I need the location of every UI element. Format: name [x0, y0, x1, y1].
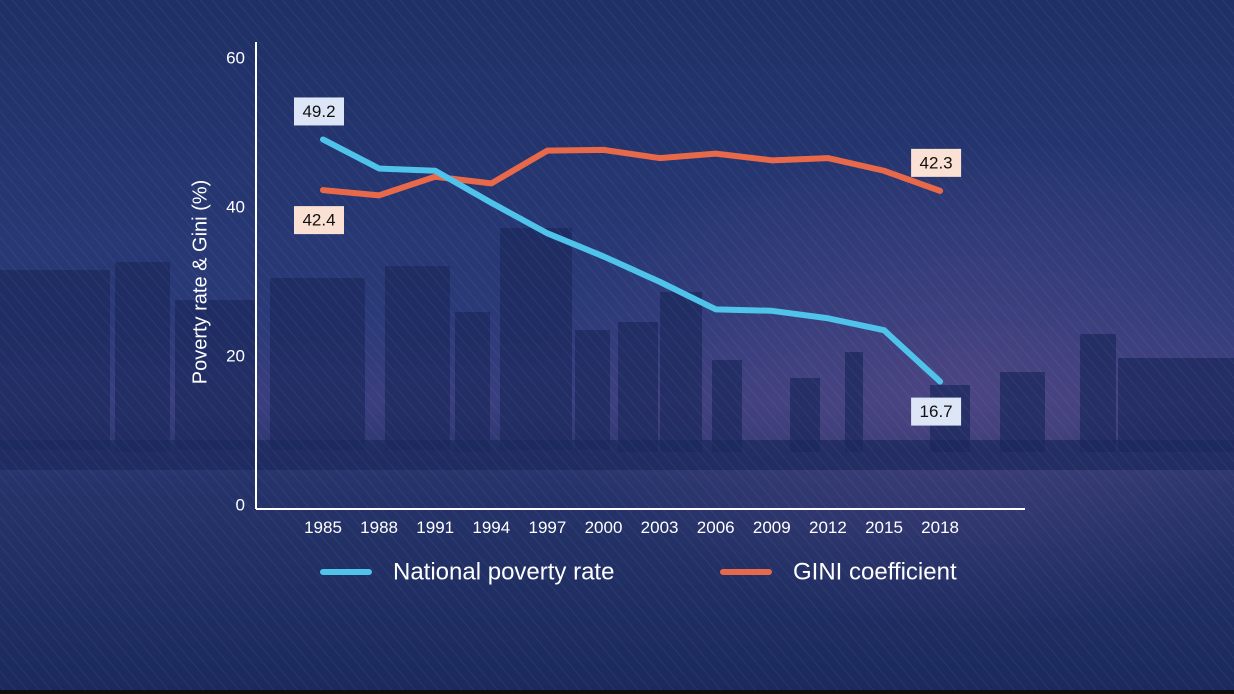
data-label: 42.4: [294, 206, 344, 235]
legend: National poverty rate GINI coefficient: [320, 558, 957, 585]
data-label-box: [294, 97, 344, 126]
data-label-text: 42.4: [302, 211, 335, 230]
x-tick-label: 1988: [360, 518, 398, 537]
x-tick-label: 1994: [472, 518, 510, 537]
series-line-gini-coefficient: [320, 146, 944, 199]
series-lines: [320, 136, 944, 385]
x-tick-label: 2006: [697, 518, 735, 537]
y-tick-labels: 0 20 40 60: [226, 48, 245, 514]
x-tick-label: 1985: [304, 518, 342, 537]
x-tick-label: 2012: [809, 518, 847, 537]
data-label-text: 49.2: [302, 102, 335, 121]
data-label-box: [294, 206, 344, 235]
data-label: 16.7: [911, 397, 962, 426]
legend-item: GINI coefficient: [720, 558, 957, 585]
x-tick-label: 2000: [585, 518, 623, 537]
y-tick-label: 40: [226, 197, 245, 216]
data-label: 49.2: [294, 97, 344, 126]
legend-label: National poverty rate: [393, 558, 614, 585]
x-tick-label: 1997: [528, 518, 566, 537]
y-tick-label: 20: [226, 346, 245, 365]
data-label-box: [911, 148, 962, 177]
y-tick-label: 60: [226, 48, 245, 67]
x-tick-label: 2009: [753, 518, 791, 537]
y-tick-label: 0: [236, 495, 245, 514]
data-label-text: 42.3: [920, 153, 953, 172]
x-tick-labels: 1985 1988 1991 1994 1997 2000 2003 2006 2009 2012…: [304, 518, 959, 537]
data-label: 42.3: [911, 148, 962, 177]
legend-item: National poverty rate: [320, 558, 614, 585]
legend-label: GINI coefficient: [793, 558, 957, 585]
data-label-text: 16.7: [920, 402, 953, 421]
data-labels: 49.2 42.4 42.3 16.7: [294, 97, 962, 426]
x-tick-label: 2003: [641, 518, 679, 537]
series-line-national-poverty-rate: [320, 136, 944, 385]
x-tick-label: 1991: [416, 518, 454, 537]
x-tick-label: 2018: [921, 518, 959, 537]
data-label-box: [911, 397, 962, 426]
x-tick-label: 2015: [865, 518, 903, 537]
y-axis-title: Poverty rate & Gini (%): [189, 180, 211, 385]
